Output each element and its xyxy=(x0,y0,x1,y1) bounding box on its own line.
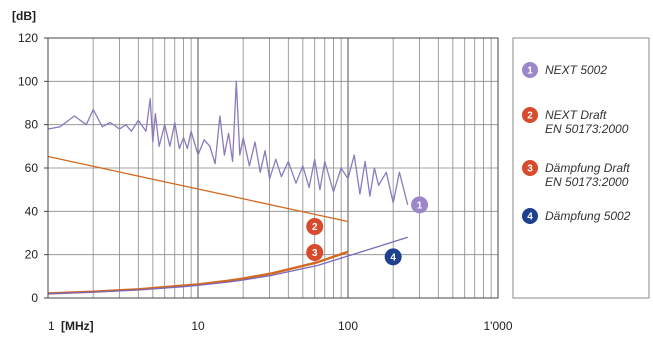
plot-label-4-badge xyxy=(384,248,402,266)
plot-label-1-badge xyxy=(411,196,429,214)
legend-item-2-badge xyxy=(522,107,538,123)
plot-label-2-number: 2 xyxy=(312,222,318,233)
legend-item-1-badge xyxy=(522,62,538,78)
y-tick-label: 120 xyxy=(18,31,38,45)
series-line-4 xyxy=(47,236,408,295)
x-tick-label: 1'000 xyxy=(484,319,513,333)
legend-item-2-number: 2 xyxy=(527,111,533,122)
y-axis-ticks: 0 20 40 60 80 100 120 xyxy=(18,31,48,305)
series-line-2 xyxy=(47,155,349,223)
y-tick-label: 40 xyxy=(25,204,39,218)
y-tick-label: 60 xyxy=(25,161,39,175)
x-tick-label: 100 xyxy=(338,319,358,333)
y-tick-label: 80 xyxy=(25,118,39,132)
series-line-1 xyxy=(47,80,409,205)
x-tick-label: 10 xyxy=(191,319,205,333)
y-axis-label: [dB] xyxy=(12,9,36,23)
x-axis-ticks: 1 10 100 1'000 xyxy=(48,319,513,333)
y-tick-label: 100 xyxy=(18,74,38,88)
plot-label-2-badge xyxy=(306,218,324,235)
series-group xyxy=(47,80,409,295)
x-tick-label: 1 xyxy=(48,319,55,333)
legend-label-4: Dämpfung 5002 xyxy=(545,209,631,223)
legend-item-4-badge xyxy=(522,208,538,224)
legend-label-2: EN 50173:2000 xyxy=(545,122,629,136)
plot-label-3-badge xyxy=(306,244,324,261)
plot-label-1-number: 1 xyxy=(417,200,423,211)
legend-item-4-number: 4 xyxy=(527,212,533,223)
legend-item-3-number: 3 xyxy=(527,164,533,175)
legend-label-3: Dämpfung Draft xyxy=(545,161,630,175)
plot-label-4-number: 4 xyxy=(390,252,396,263)
y-tick-label: 20 xyxy=(25,248,39,262)
legend-label-3: EN 50173:2000 xyxy=(545,175,629,189)
plot-label-3-number: 3 xyxy=(312,248,318,259)
x-axis-label: [MHz] xyxy=(61,319,94,333)
legend-label-1: NEXT 5002 xyxy=(545,63,607,77)
legend-item-3-badge xyxy=(522,160,538,176)
legend-label-2: NEXT Draft xyxy=(545,108,607,122)
in-plot-labels: 1 2 3 4 xyxy=(306,196,429,266)
y-tick-label: 0 xyxy=(31,291,38,305)
legend-item-1-number: 1 xyxy=(527,66,533,77)
